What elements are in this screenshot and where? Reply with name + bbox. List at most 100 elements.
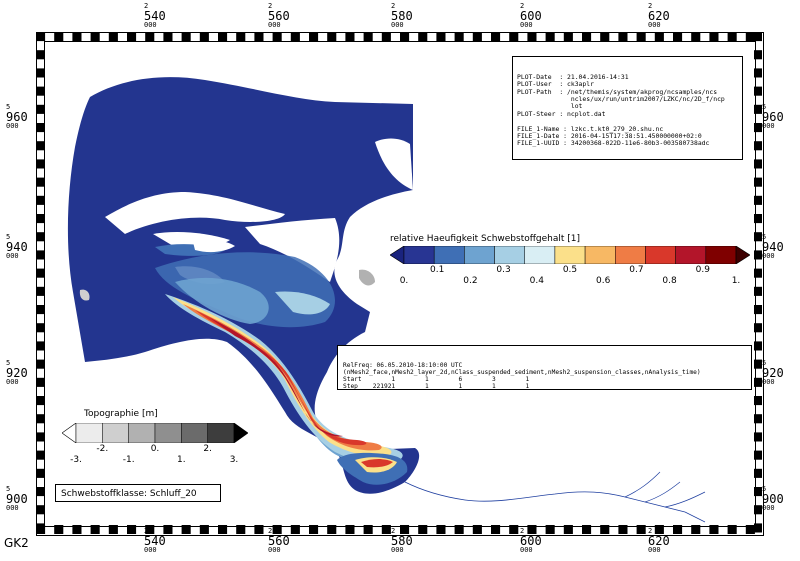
border-seg-top [545,32,555,41]
colorbar-bin [494,246,525,264]
border-seg-bottom [727,525,737,534]
border-seg-top [309,32,319,41]
border-seg-left [36,359,44,369]
plot-info-line: lot [517,102,583,111]
border-seg-right [754,86,762,96]
border-seg-left [36,341,44,351]
border-seg-left [36,104,44,114]
border-seg-bottom [272,525,282,534]
border-seg-left [36,86,44,96]
border-seg-bottom [709,525,719,534]
border-seg-left [36,232,44,242]
border-seg-left [36,505,44,515]
colorbar-bin [433,246,465,264]
plot-info-line: ncles/ux/run/untrim2007/LZKC/nc/2D_f/ncp [517,95,725,104]
border-seg-left [36,250,44,260]
relfreq-line: RelFreq: 06.05.2010-18:10:00 UTC [343,362,463,369]
border-seg-left [36,159,44,169]
border-seg-bottom [309,525,319,534]
colorbar-tick-label: -1. [122,455,135,465]
border-seg-right [754,214,762,224]
border-seg-right [754,104,762,114]
border-seg-right [754,195,762,205]
border-seg-left [36,141,44,151]
border-seg-right [754,468,762,478]
colorbar-tick-label: 0.5 [562,265,578,275]
border-seg-bottom [600,525,610,534]
border-seg-right [754,68,762,78]
border-seg-top [345,32,355,41]
colorbar-tick-label: 0.3 [496,265,511,275]
border-seg-bottom [254,525,264,534]
border-seg-right [754,141,762,151]
border-seg-left [36,432,44,442]
border-seg-left [36,487,44,497]
border-seg-right [754,505,762,515]
colorbar-tick-label: 0.6 [596,276,611,286]
plot-info-box: PLOT-Date : 21.04.2016-14:31 PLOT-User : … [512,56,743,160]
colorbar-tick-label: 0. [399,276,409,286]
border-seg-left [36,377,44,387]
colorbar-bin [181,423,208,443]
border-seg-top [727,32,737,41]
border-seg-right [754,32,762,42]
border-seg-top [600,32,610,41]
border-seg-bottom [345,525,355,534]
border-seg-right [754,305,762,315]
border-seg-top [709,32,719,41]
border-seg-bottom [54,525,64,534]
colorbar-overflow [735,246,750,264]
relfreq-info-box: RelFreq: 06.05.2010-18:10:00 UTC (nMesh2_… [337,345,752,390]
border-seg-top [491,32,501,41]
colorbar-main [390,246,750,264]
border-seg-right [754,286,762,296]
border-seg-left [36,50,44,60]
border-seg-right [754,414,762,424]
y-tick-label: 5 960 000 [6,103,28,130]
border-seg-top [163,32,173,41]
border-seg-top [181,32,191,41]
border-seg-bottom [636,525,646,534]
border-seg-left [36,450,44,460]
border-seg-bottom [509,525,519,534]
x-tick-label: 2 620 000 [648,527,670,554]
border-seg-right [754,323,762,333]
border-seg-top [527,32,537,41]
plot-info-line: PLOT-Steer : ncplot.dat [517,109,606,118]
colorbar-tick-label: -3. [70,455,82,465]
border-seg-top [400,32,410,41]
border-seg-right [754,523,762,533]
colorbar-underflow [62,423,77,443]
border-seg-right [754,159,762,169]
border-seg-top [673,32,683,41]
colorbar-tick-label: 1. [731,276,741,286]
border-seg-bottom [436,525,446,534]
colorbar-tick-label: 0. [150,444,160,454]
border-seg-bottom [563,525,573,534]
border-seg-right [754,450,762,460]
border-seg-top [127,32,137,41]
border-seg-top [72,32,82,41]
border-seg-right [754,359,762,369]
sediment-class-box: Schwebstoffklasse: Schluff_20 [55,484,221,502]
border-seg-top [618,32,628,41]
plot-info-line: PLOT-Date : 21.04.2016-14:31 [517,72,629,81]
y-tick-label: 5 920 000 [762,359,784,386]
border-seg-bottom [618,525,628,534]
border-seg-top [381,32,391,41]
colorbar-tick-label: -2. [96,444,109,454]
colorbar-tick-label: 0.1 [430,265,445,275]
colorbar-bin [128,423,156,443]
border-seg-left [36,468,44,478]
border-seg-top [582,32,592,41]
relfreq-line: (nMesh2_face,nMesh2_layer_2d,nClass_susp… [343,369,701,376]
border-seg-top [454,32,464,41]
plot-info-lines: PLOT-Date : 21.04.2016-14:31 PLOT-User : … [517,72,738,148]
colorbar-overflow [233,423,248,443]
colorbar-tick-label: 0.4 [529,276,544,286]
border-seg-bottom [691,525,701,534]
y-tick-label: 5 900 000 [762,485,784,512]
border-seg-right [754,341,762,351]
border-seg-bottom [381,525,391,534]
